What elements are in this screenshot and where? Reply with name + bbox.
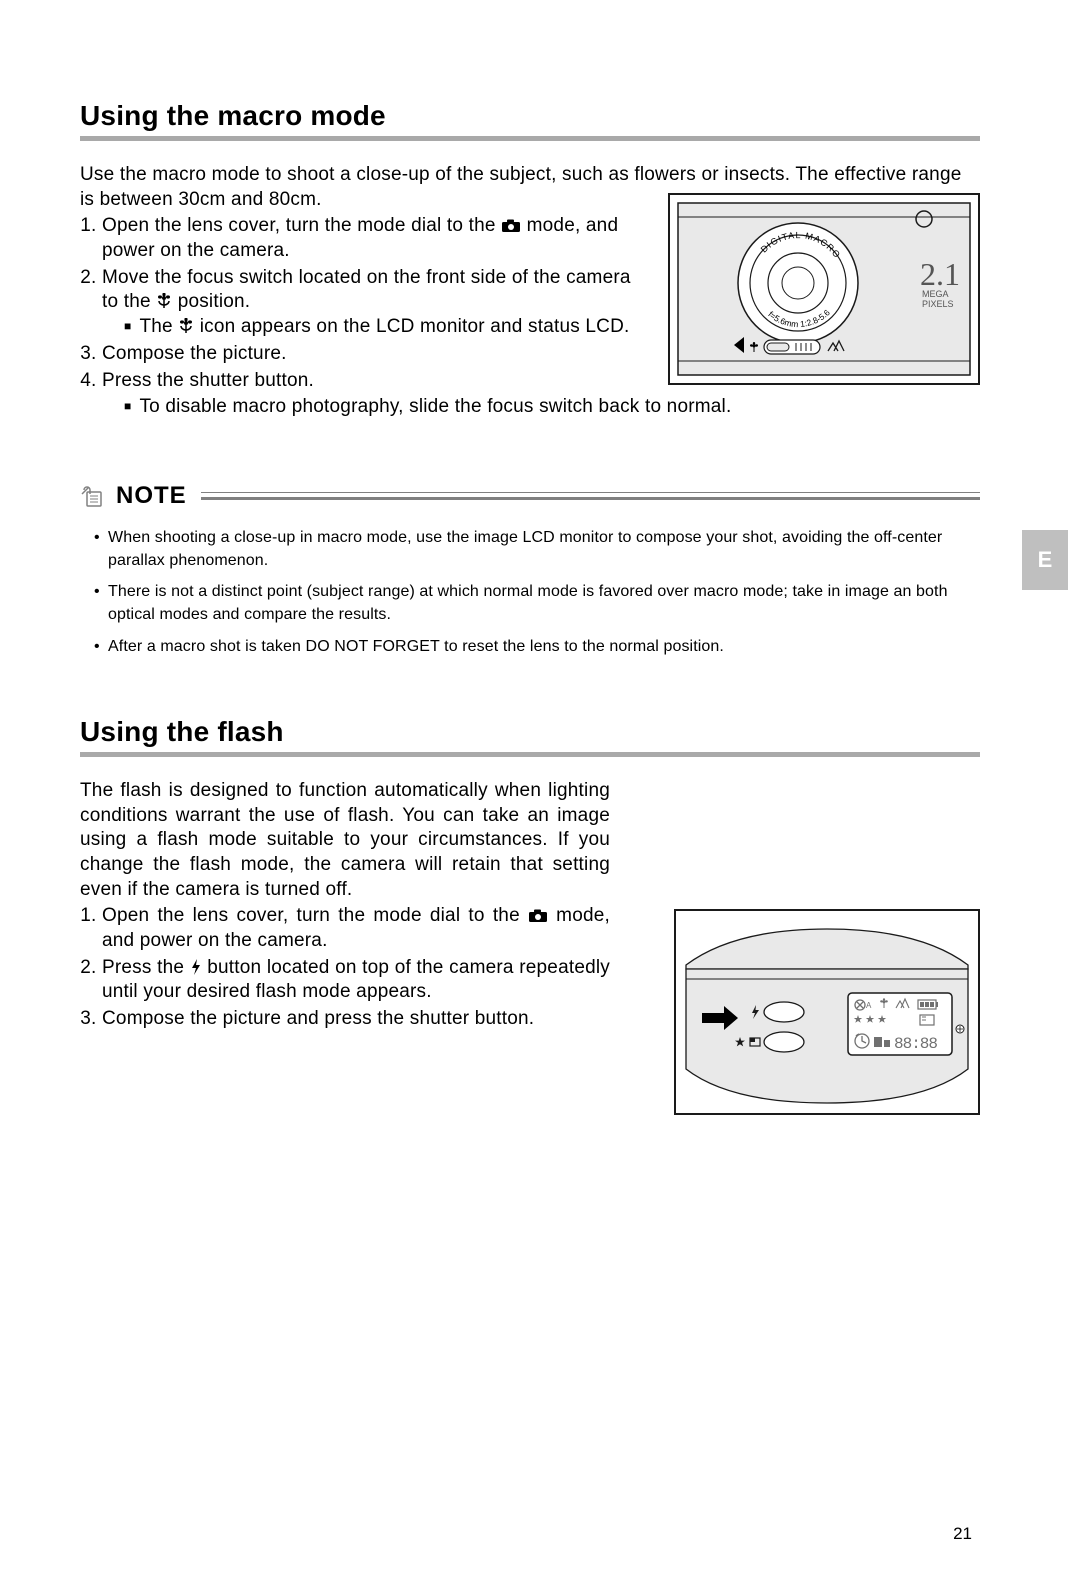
note-list: When shooting a close-up in macro mode, … bbox=[80, 526, 980, 658]
step-4-sub-item: To disable macro photography, slide the … bbox=[124, 395, 904, 420]
note-hand-icon bbox=[80, 484, 108, 508]
note-item: After a macro shot is taken DO NOT FORGE… bbox=[108, 635, 980, 658]
step-3: Compose the picture and press the shutte… bbox=[102, 1007, 610, 1032]
svg-text:A: A bbox=[866, 1001, 872, 1010]
camera-mode-icon bbox=[501, 219, 521, 233]
step-4: Press the shutter button. bbox=[102, 369, 640, 394]
page-content: Using the macro mode Use the macro mode … bbox=[80, 100, 980, 1532]
language-tab-label: E bbox=[1038, 547, 1053, 573]
macro-flower-icon bbox=[156, 293, 172, 309]
step-1: Open the lens cover, turn the mode dial … bbox=[102, 904, 610, 953]
steps-list: Open the lens cover, turn the mode dial … bbox=[80, 904, 610, 1031]
heading-rule bbox=[80, 752, 980, 757]
camera-top-figure: A bbox=[674, 909, 980, 1115]
lcd-digits: 88:88 bbox=[894, 1035, 937, 1053]
section-title: Using the macro mode bbox=[80, 100, 980, 132]
megapixel-unit1: MEGA bbox=[922, 289, 949, 299]
step-4-sub: To disable macro photography, slide the … bbox=[80, 395, 640, 420]
steps-list: Open the lens cover, turn the mode dial … bbox=[80, 214, 640, 393]
step-2-sub-item: The icon appears on the LCD monitor and … bbox=[124, 315, 640, 340]
language-tab: E bbox=[1022, 530, 1068, 590]
step-2: Press the button located on top of the c… bbox=[102, 956, 610, 1005]
megapixel-unit2: PIXELS bbox=[922, 299, 954, 309]
intro-text: The flash is designed to function automa… bbox=[80, 779, 610, 902]
size-small-icon bbox=[884, 1040, 890, 1047]
note-item: There is not a distinct point (subject r… bbox=[108, 580, 980, 626]
macro-flower-icon bbox=[178, 318, 194, 334]
megapixel-value: 2.1 bbox=[920, 256, 960, 292]
note-block: NOTE When shooting a close-up in macro m… bbox=[80, 482, 980, 658]
section-flash: Using the flash The flash is designed to… bbox=[80, 716, 980, 1032]
step-3: Compose the picture. bbox=[102, 342, 640, 367]
step-2: Move the focus switch located on the fro… bbox=[102, 266, 640, 340]
note-item: When shooting a close-up in macro mode, … bbox=[108, 526, 980, 572]
section-title: Using the flash bbox=[80, 716, 980, 748]
page-number: 21 bbox=[953, 1524, 972, 1544]
quality-button bbox=[764, 1032, 804, 1052]
size-large-icon bbox=[874, 1037, 882, 1047]
flash-icon bbox=[190, 959, 202, 975]
section-macro: Using the macro mode Use the macro mode … bbox=[80, 100, 980, 420]
heading-rule bbox=[80, 136, 980, 141]
camera-mode-icon bbox=[528, 909, 548, 923]
step-2-sub: The icon appears on the LCD monitor and … bbox=[102, 315, 640, 340]
step-1: Open the lens cover, turn the mode dial … bbox=[102, 214, 640, 263]
note-rule bbox=[201, 492, 980, 501]
flash-button bbox=[764, 1002, 804, 1022]
note-heading: NOTE bbox=[116, 482, 187, 510]
camera-front-figure: DIGITAL MACRO LENS f=5.6mm 1:2.8-5.6 2.1… bbox=[668, 193, 980, 385]
